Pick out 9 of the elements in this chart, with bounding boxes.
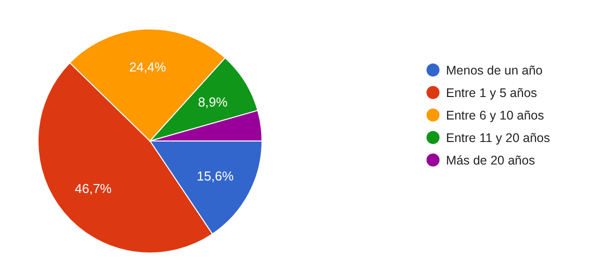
legend-label: Menos de un año (446, 63, 543, 78)
legend-label: Entre 1 y 5 años (446, 86, 538, 100)
data-label: 15,6% (196, 168, 234, 184)
data-label: 24,4% (129, 60, 167, 75)
legend-label: Más de 20 años (446, 153, 535, 168)
data-label: 46,7% (74, 180, 112, 196)
legend-label: Entre 6 y 10 años (446, 108, 544, 122)
legend-label: Entre 11 y 20 años (446, 130, 550, 145)
data-label: 8,9% (198, 94, 228, 110)
